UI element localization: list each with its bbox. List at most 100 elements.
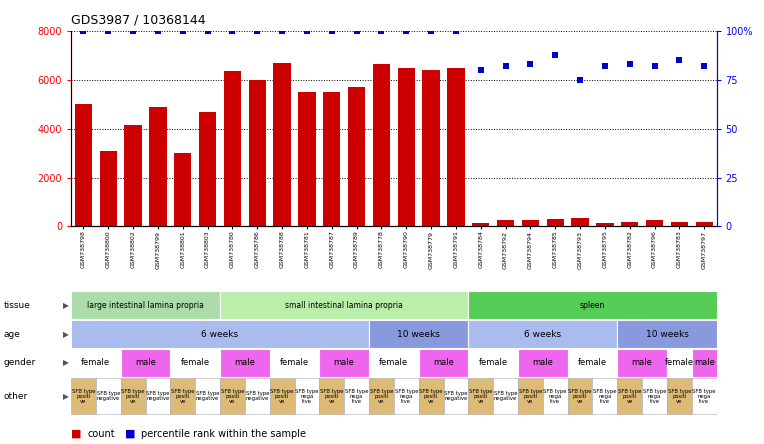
- Point: [152, 28, 164, 35]
- Bar: [468, 378, 494, 414]
- Bar: [621, 222, 639, 226]
- Text: male: male: [694, 358, 714, 368]
- Bar: [397, 68, 415, 226]
- Bar: [568, 378, 593, 414]
- Text: small intestinal lamina propria: small intestinal lamina propria: [285, 301, 403, 310]
- Bar: [125, 125, 142, 226]
- Point: [202, 28, 214, 35]
- Text: female: female: [280, 358, 309, 368]
- Bar: [121, 349, 170, 377]
- Bar: [319, 378, 344, 414]
- Bar: [75, 104, 92, 226]
- Text: male: male: [135, 358, 156, 368]
- Bar: [497, 220, 514, 226]
- Bar: [617, 349, 667, 377]
- Text: tissue: tissue: [4, 301, 31, 310]
- Bar: [593, 378, 617, 414]
- Bar: [170, 349, 220, 377]
- Bar: [294, 378, 319, 414]
- Text: ■: ■: [125, 429, 135, 439]
- Text: SFB type
negative: SFB type negative: [444, 391, 468, 401]
- Text: male: male: [433, 358, 454, 368]
- Bar: [394, 378, 419, 414]
- Bar: [617, 378, 642, 414]
- Text: male: male: [235, 358, 255, 368]
- Text: ▶: ▶: [63, 358, 69, 368]
- Bar: [692, 349, 717, 377]
- Point: [301, 28, 313, 35]
- Text: other: other: [4, 392, 28, 401]
- Point: [623, 61, 636, 68]
- Bar: [422, 70, 440, 226]
- Bar: [642, 378, 667, 414]
- Text: ▶: ▶: [63, 329, 69, 339]
- Point: [673, 57, 685, 64]
- Bar: [348, 87, 365, 226]
- Text: ▶: ▶: [63, 392, 69, 401]
- Text: SFB type
nega
tive: SFB type nega tive: [643, 389, 666, 404]
- Point: [524, 61, 536, 68]
- Point: [127, 28, 139, 35]
- Point: [599, 63, 611, 70]
- Bar: [671, 222, 688, 226]
- Point: [276, 28, 288, 35]
- Text: SFB type
nega
tive: SFB type nega tive: [295, 389, 319, 404]
- Text: female: female: [379, 358, 409, 368]
- Text: 6 weeks: 6 weeks: [202, 329, 238, 339]
- Text: large intestinal lamina propria: large intestinal lamina propria: [87, 301, 204, 310]
- Text: SFB type
negative: SFB type negative: [494, 391, 517, 401]
- Text: SFB type
negative: SFB type negative: [96, 391, 120, 401]
- Bar: [244, 378, 270, 414]
- Bar: [96, 378, 121, 414]
- Bar: [369, 378, 394, 414]
- Bar: [199, 112, 216, 226]
- Bar: [695, 222, 713, 226]
- Bar: [571, 218, 589, 226]
- Text: SFB type
positi
ve: SFB type positi ve: [320, 389, 344, 404]
- Text: female: female: [478, 358, 508, 368]
- Bar: [145, 378, 170, 414]
- Text: male: male: [632, 358, 652, 368]
- Text: SFB type
positi
ve: SFB type positi ve: [469, 389, 493, 404]
- Bar: [319, 349, 369, 377]
- Bar: [323, 92, 341, 226]
- Text: SFB type
nega
tive: SFB type nega tive: [692, 389, 716, 404]
- Point: [77, 28, 89, 35]
- Bar: [646, 220, 663, 226]
- Text: SFB type
positi
ve: SFB type positi ve: [72, 389, 96, 404]
- Point: [425, 28, 437, 35]
- Bar: [542, 378, 568, 414]
- Text: female: female: [665, 358, 694, 368]
- Text: percentile rank within the sample: percentile rank within the sample: [141, 429, 306, 439]
- Text: SFB type
nega
tive: SFB type nega tive: [593, 389, 617, 404]
- Text: male: male: [334, 358, 354, 368]
- Bar: [692, 378, 717, 414]
- Bar: [518, 349, 568, 377]
- Bar: [224, 71, 241, 226]
- Text: male: male: [533, 358, 553, 368]
- Text: female: female: [578, 358, 607, 368]
- Bar: [468, 349, 518, 377]
- Bar: [71, 291, 220, 319]
- Text: SFB type
positi
ve: SFB type positi ve: [121, 389, 145, 404]
- Bar: [270, 378, 295, 414]
- Bar: [617, 320, 717, 348]
- Text: female: female: [180, 358, 210, 368]
- Bar: [344, 378, 369, 414]
- Bar: [298, 92, 316, 226]
- Point: [325, 28, 338, 35]
- Bar: [170, 378, 196, 414]
- Text: SFB type
negative: SFB type negative: [146, 391, 170, 401]
- Point: [549, 51, 562, 58]
- Bar: [121, 378, 145, 414]
- Text: SFB type
positi
ve: SFB type positi ve: [618, 389, 642, 404]
- Text: age: age: [4, 329, 21, 339]
- Text: female: female: [81, 358, 111, 368]
- Bar: [419, 349, 468, 377]
- Bar: [472, 223, 490, 226]
- Point: [649, 63, 661, 70]
- Text: SFB type
positi
ve: SFB type positi ve: [370, 389, 393, 404]
- Point: [375, 28, 387, 35]
- Bar: [468, 291, 717, 319]
- Bar: [522, 220, 539, 226]
